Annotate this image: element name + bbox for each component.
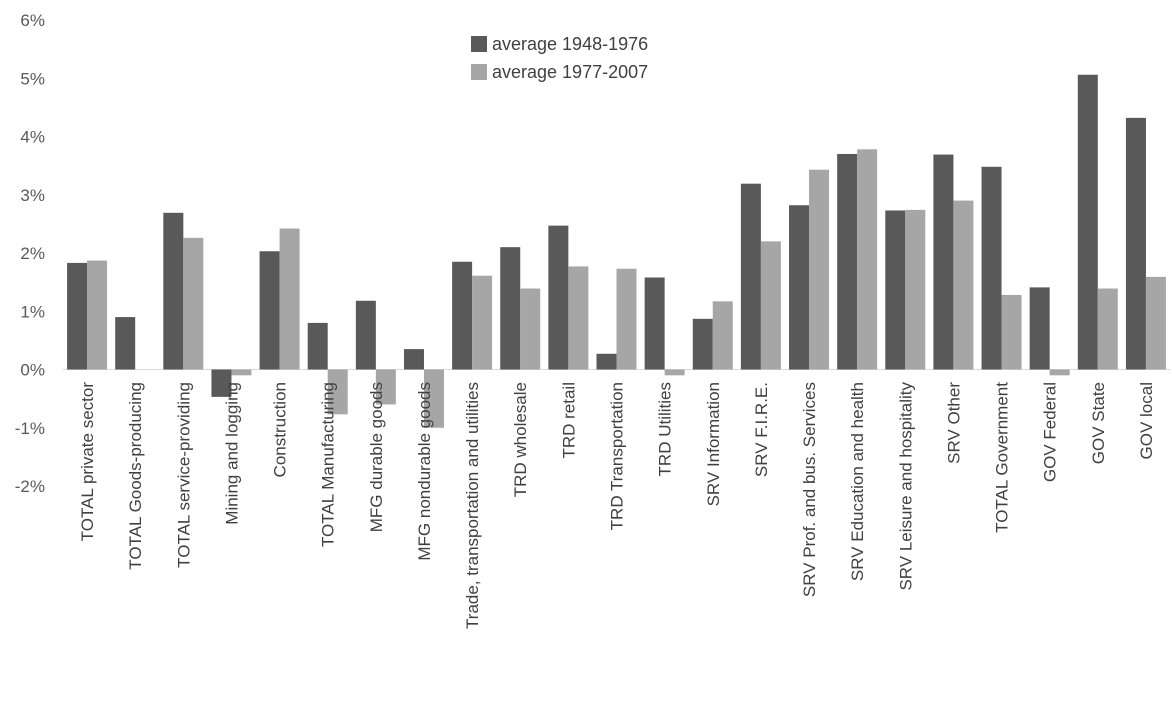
bar-series-1 — [115, 317, 136, 370]
bar-series-1 — [789, 205, 810, 370]
bar-series-1 — [1125, 117, 1146, 370]
x-category-label: GOV local — [1137, 382, 1156, 459]
bar-series-2 — [472, 275, 493, 370]
bars — [67, 74, 1166, 428]
bar-series-2 — [1097, 288, 1118, 370]
x-axis: TOTAL private sector TOTAL Goods-producin… — [78, 382, 1156, 629]
bar-series-2 — [231, 369, 252, 376]
bar-series-1 — [355, 300, 376, 370]
bar-series-1 — [692, 318, 713, 370]
bar-series-2 — [327, 369, 348, 415]
bar-series-1 — [307, 322, 328, 370]
y-tick-label: 5% — [20, 69, 45, 88]
bar-series-2 — [568, 266, 589, 370]
y-tick-label: 0% — [20, 361, 45, 380]
y-tick-label: -1% — [15, 419, 45, 438]
x-category-label: TOTAL Government — [993, 382, 1012, 533]
bar-series-2 — [664, 369, 685, 376]
bar-series-1 — [933, 154, 954, 370]
bar-series-1 — [500, 247, 521, 370]
bar-series-2 — [953, 200, 974, 370]
bar-series-2 — [809, 169, 830, 370]
y-tick-label: 4% — [20, 128, 45, 147]
bar-series-2 — [905, 209, 926, 370]
x-category-label: SRV F.I.R.E. — [752, 382, 771, 477]
y-axis: -2% -1% 0% 1% 2% 3% 4% 5% 6% — [15, 11, 45, 496]
bar-series-2 — [375, 369, 396, 405]
x-category-label: GOV Federal — [1041, 382, 1060, 482]
y-tick-label: 2% — [20, 244, 45, 263]
bar-series-1 — [548, 225, 569, 370]
bar-series-2 — [183, 237, 204, 370]
bar-series-2 — [857, 149, 878, 370]
bar-series-2 — [87, 260, 108, 370]
x-category-label: TOTAL service-providing — [174, 382, 193, 568]
x-category-label: GOV State — [1089, 382, 1108, 464]
bar-series-1 — [885, 210, 906, 370]
x-category-label: SRV Leisure and hospitality — [896, 382, 915, 591]
x-category-label: TRD Transportation — [608, 382, 627, 530]
x-category-label: TRD retail — [559, 382, 578, 459]
bar-series-1 — [981, 166, 1002, 370]
x-category-label: TOTAL Manufacturing — [319, 382, 338, 547]
bar-series-2 — [423, 369, 444, 428]
y-tick-label: 3% — [20, 186, 45, 205]
bar-series-1 — [163, 212, 184, 370]
bar-series-1 — [1077, 74, 1098, 370]
bar-series-1 — [211, 369, 232, 397]
bar-series-2 — [520, 288, 541, 370]
x-category-label: TRD Utilities — [656, 382, 675, 476]
bar-series-1 — [1029, 287, 1050, 370]
legend-swatch — [471, 64, 487, 80]
bar-series-2 — [279, 228, 300, 370]
bar-series-2 — [1049, 369, 1070, 376]
x-category-label: Trade, transportation and utilities — [463, 382, 482, 629]
y-tick-label: -2% — [15, 477, 45, 496]
bar-series-1 — [596, 353, 617, 370]
bar-series-2 — [616, 268, 637, 370]
x-category-label: SRV Prof. and bus. Services — [800, 382, 819, 597]
bar-series-2 — [760, 241, 781, 370]
legend-label: average 1977-2007 — [492, 62, 648, 82]
bar-series-1 — [67, 262, 88, 370]
legend-swatch — [471, 36, 487, 52]
x-category-label: SRV Other — [944, 382, 963, 464]
bar-series-2 — [1001, 294, 1022, 370]
x-category-label: SRV Information — [704, 382, 723, 506]
bar-series-1 — [644, 277, 665, 370]
x-category-label: SRV Education and health — [848, 382, 867, 581]
bar-series-2 — [1145, 276, 1166, 370]
x-category-label: TRD wholesale — [511, 382, 530, 497]
bar-series-1 — [259, 251, 280, 370]
legend-label: average 1948-1976 — [492, 34, 648, 54]
bar-series-1 — [837, 153, 858, 370]
x-category-label: TOTAL private sector — [78, 382, 97, 542]
x-category-label: MFG durable goods — [367, 382, 386, 532]
bar-series-2 — [712, 301, 733, 370]
y-tick-label: 6% — [20, 11, 45, 30]
x-category-label: TOTAL Goods-producing — [126, 382, 145, 570]
bar-series-1 — [403, 349, 424, 370]
bar-series-1 — [740, 183, 761, 370]
legend: average 1948-1976 average 1977-2007 — [471, 34, 648, 82]
x-category-label: MFG nondurable goods — [415, 382, 434, 561]
bar-series-1 — [452, 261, 473, 370]
y-tick-label: 1% — [20, 302, 45, 321]
x-category-label: Construction — [271, 382, 290, 477]
x-category-label: Mining and logging — [222, 382, 241, 525]
